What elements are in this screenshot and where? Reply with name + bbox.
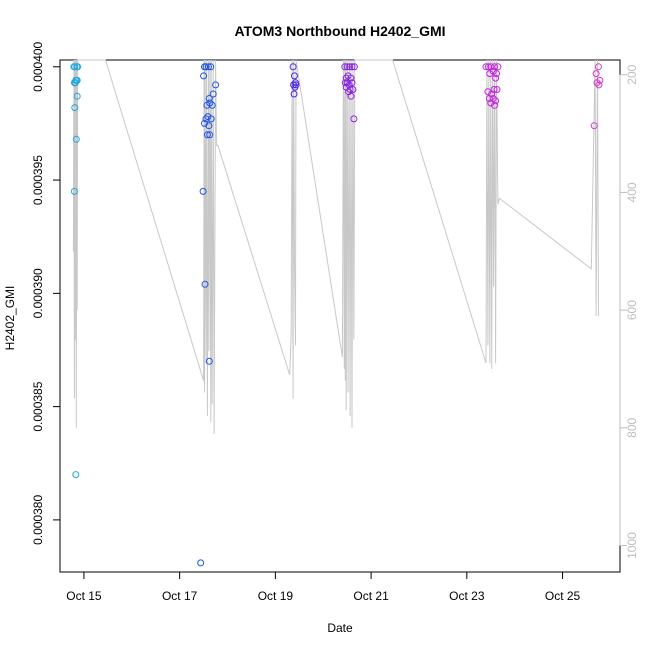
data-point-purple [348,63,356,71]
data-point-blue [206,131,214,139]
series-line-trace [72,59,599,434]
data-point-blue [207,115,215,123]
plot-frame [59,59,621,573]
x-axis: Oct 15 Oct 17 Oct 19 Oct 21 Oct 23 Oct 25 [66,571,581,603]
y-tick-label: 0.000385 [31,381,45,431]
data-point-blue [201,280,209,288]
data-point-magenta [493,70,500,78]
data-point-blue [207,63,215,71]
data-point-pink [590,122,598,130]
data-point-violet [291,72,298,80]
x-tick-label: Oct 25 [545,589,581,603]
data-point-cyan [71,104,79,112]
data-point-purple [341,63,349,71]
data-point-blue [206,99,214,107]
y2-tick-label: 200 [625,64,639,84]
data-point-cyan [70,187,78,195]
x-tick-label: Oct 17 [162,589,198,603]
data-point-purple [348,79,356,87]
x-tick-label: Oct 21 [353,589,389,603]
data-point-magenta [491,101,499,109]
data-point-magenta [491,63,499,71]
data-point-blue [212,81,220,89]
data-point-blue [205,357,213,365]
x-tick-label: Oct 23 [449,589,485,603]
data-point-blue [205,122,213,130]
data-point-purple [347,74,355,82]
data-point-blue [199,187,207,195]
data-point-purple [343,63,351,71]
data-point-blue [202,63,210,71]
data-point-magenta [485,95,493,102]
data-point-magenta [492,74,500,82]
y-tick-label: 0.000400 [31,41,45,91]
data-point-cyan [73,92,81,100]
data-point-cyan [72,471,80,479]
data-point-blue [208,101,216,109]
data-point-blue [205,95,213,102]
y-axis: 0.000380 0.000385 0.000390 0.000395 0.000400 [31,41,61,545]
data-point-blue [202,115,210,123]
x-axis-label: Date [327,621,353,635]
data-point-purple [350,63,358,71]
data-point-blue [200,72,208,80]
data-point-blue [197,559,205,567]
data-point-purple [350,115,358,123]
data-point-magenta [487,99,495,107]
y-tick-label: 0.000390 [31,268,45,318]
data-point-pink [595,63,602,71]
data-point-pink [595,81,603,89]
y2-axis: 200 400 600 800 1000 [619,64,639,559]
data-point-pink [593,79,601,87]
data-point-pink [592,70,600,78]
y2-tick-label: 400 [625,182,639,202]
data-point-magenta [494,63,502,71]
data-point-blue [203,131,211,139]
data-point-purple [342,74,350,82]
chart-title: ATOM3 Northbound H2402_GMI [234,23,445,39]
data-point-cyan [74,63,82,71]
x-tick-label: Oct 15 [66,589,102,603]
y-tick-label: 0.000380 [31,495,45,545]
data-point-purple [346,63,354,71]
data-point-blue [204,63,212,71]
data-point-magenta [484,88,492,96]
data-point-cyan [71,79,79,87]
data-point-cyan [71,63,79,71]
data-point-purple [343,79,351,87]
y2-tick-label: 600 [625,300,639,320]
data-point-blue [209,90,217,98]
data-point-magenta [482,63,490,71]
trace-layer [72,59,599,434]
data-point-cyan [72,135,80,143]
data-point-violet [289,63,297,71]
x-tick-label: Oct 19 [258,589,294,603]
data-point-purple [349,86,357,93]
data-point-purple [341,79,349,87]
y-axis-label: H2402_GMI [3,286,17,351]
data-point-magenta [493,86,501,93]
y-tick-label: 0.000395 [31,155,45,205]
y2-tick-label: 1000 [625,532,639,559]
data-point-violet [291,83,299,91]
data-point-magenta [490,86,498,93]
data-point-violet [290,90,298,98]
points-layer [70,63,604,567]
data-point-purple [347,92,355,100]
y2-tick-label: 800 [625,417,639,437]
